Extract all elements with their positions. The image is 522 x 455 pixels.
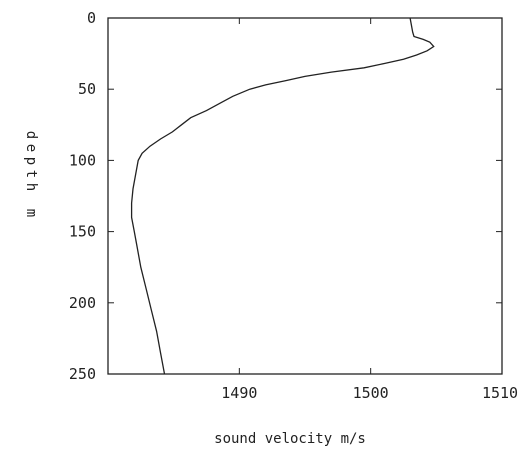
x-tick-label: 1500 [353,384,389,402]
y-tick-label: 250 [69,365,96,383]
y-tick-label: 0 [87,9,96,27]
y-tick-label: 200 [69,294,96,312]
x-axis-title: sound velocity m/s [214,431,366,447]
y-axis-title-char: h [23,183,39,191]
y-axis-title-char: e [23,144,39,152]
plot-frame [107,17,503,375]
sound-velocity-line [130,17,435,375]
x-tick-label: 1490 [221,384,257,402]
y-tick-label: 50 [78,80,96,98]
y-axis-title-char: d [23,131,39,139]
y-tick-label: 100 [69,151,96,169]
x-tick-label: 1510 [482,384,518,402]
y-axis-title-char: m [23,209,39,217]
y-axis-title-char: t [23,170,39,178]
y-axis-title-char: p [23,157,39,165]
y-tick-label: 150 [69,223,96,241]
